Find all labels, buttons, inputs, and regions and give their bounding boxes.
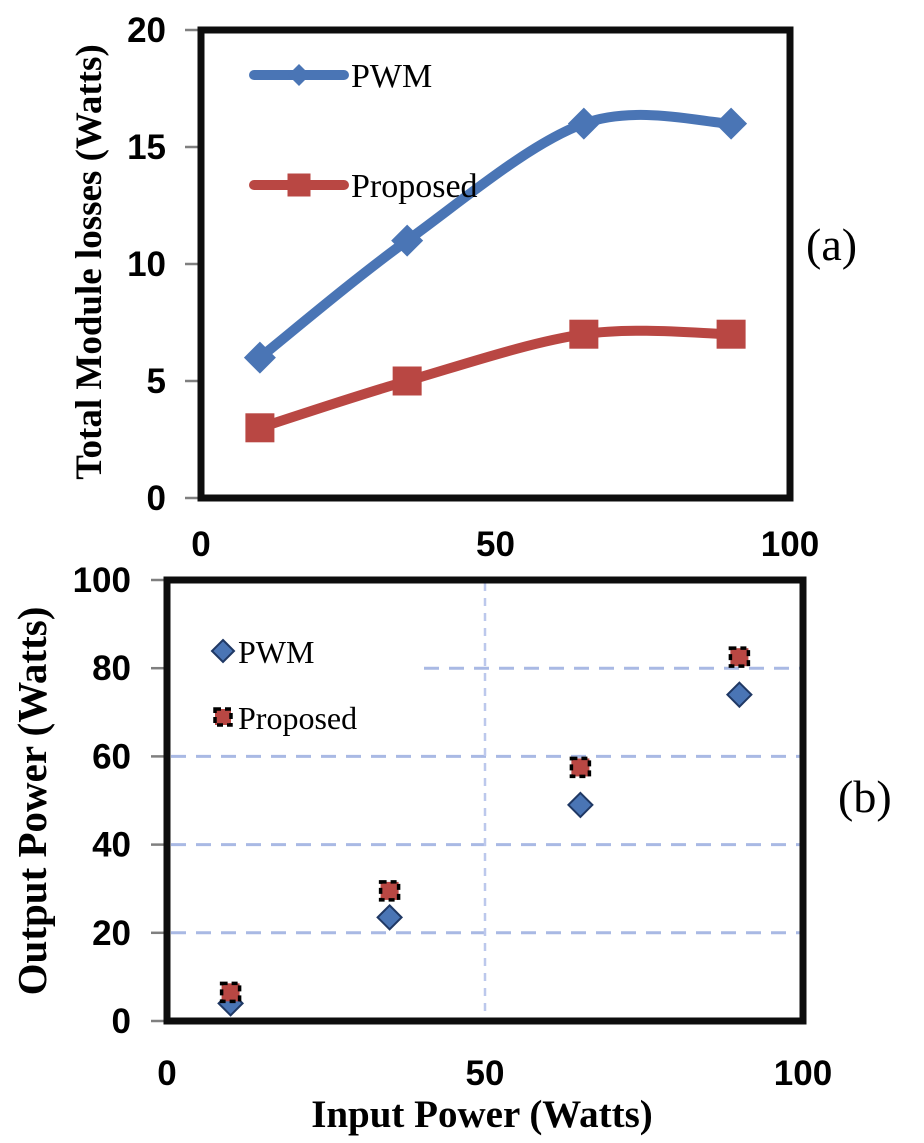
chart-b-y-tick-label: 60 — [92, 737, 131, 776]
chart-a-series-proposed-marker — [569, 319, 599, 349]
chart-b-x-tick-label: 0 — [157, 1054, 176, 1093]
chart-b-legend-pwm-swatch — [210, 638, 236, 664]
chart-a-series-pwm-marker — [715, 107, 748, 140]
chart-a-legend: PWM Proposed — [249, 58, 478, 205]
chart-b-x-axis-title: Input Power (Watts) — [311, 1093, 653, 1136]
chart-b: 0 20 40 60 80 100 0 50 100 PWM Proposed — [73, 561, 833, 1093]
chart-a-y-tick-label: 20 — [127, 11, 166, 50]
chart-b-plot-border — [163, 576, 807, 1025]
chart-b-y-tick-label: 80 — [92, 649, 131, 688]
chart-a-series-proposed-marker — [245, 413, 275, 443]
chart-b-series-pwm-marker — [376, 903, 404, 931]
chart-a-y-tick-label: 0 — [147, 479, 166, 518]
chart-b-series-pwm-marker — [725, 681, 753, 709]
chart-a-y-tick-label: 15 — [127, 128, 166, 167]
chart-a-x-tick-label: 0 — [191, 525, 210, 564]
chart-b-legend-proposed-swatch — [213, 707, 233, 727]
chart-b-series-proposed-marker — [219, 981, 242, 1004]
chart-a-x-tick-label: 50 — [476, 525, 515, 564]
chart-b-legend: PWM Proposed — [210, 634, 357, 736]
chart-b-y-tick-label: 100 — [73, 561, 131, 600]
chart-b-series-proposed-marker — [569, 756, 592, 779]
chart-a-y-tick-label: 10 — [127, 245, 166, 284]
chart-a-panel-label: (a) — [806, 219, 858, 270]
chart-b-series-proposed-marker — [728, 646, 751, 668]
chart-a-x-tick-label: 100 — [761, 525, 819, 564]
chart-a-series-proposed-marker — [716, 319, 746, 349]
chart-a-series-proposed-marker — [392, 366, 422, 396]
chart-a: 0 5 10 15 20 0 50 100 PWM Proposed — [127, 11, 819, 564]
chart-a-legend-pwm-label: PWM — [351, 58, 432, 95]
chart-a-series-proposed-line — [254, 325, 737, 433]
chart-a-series-pwm-marker — [243, 341, 276, 374]
chart-b-series-proposed-marker — [378, 880, 401, 902]
chart-b-legend-pwm-label: PWM — [238, 634, 314, 670]
chart-b-y-tick-label: 40 — [92, 826, 131, 865]
chart-a-legend-pwm-swatch — [288, 64, 310, 86]
chart-b-y-axis-title: Output Power (Watts) — [9, 606, 55, 996]
chart-b-y-tick-label: 20 — [92, 914, 131, 953]
chart-b-y-tick-label: 0 — [112, 1002, 131, 1041]
chart-b-x-tick-label: 100 — [774, 1054, 832, 1093]
chart-a-plot-border — [197, 26, 794, 502]
chart-a-legend-proposed-swatch — [287, 173, 311, 197]
chart-a-series-pwm-line — [254, 109, 737, 363]
chart-a-series-pwm-marker — [567, 107, 600, 140]
chart-a-y-axis-title: Total Module losses (Watts) — [69, 44, 110, 480]
chart-b-panel-label: (b) — [838, 771, 892, 822]
chart-a-legend-proposed-label: Proposed — [351, 168, 478, 205]
chart-b-legend-proposed-label: Proposed — [238, 700, 357, 736]
chart-b-series-pwm-marker — [566, 791, 594, 819]
chart-a-y-tick-label: 5 — [147, 362, 166, 401]
chart-b-x-tick-label: 50 — [466, 1054, 505, 1093]
chart-a-series-pwm-marker — [391, 224, 424, 257]
